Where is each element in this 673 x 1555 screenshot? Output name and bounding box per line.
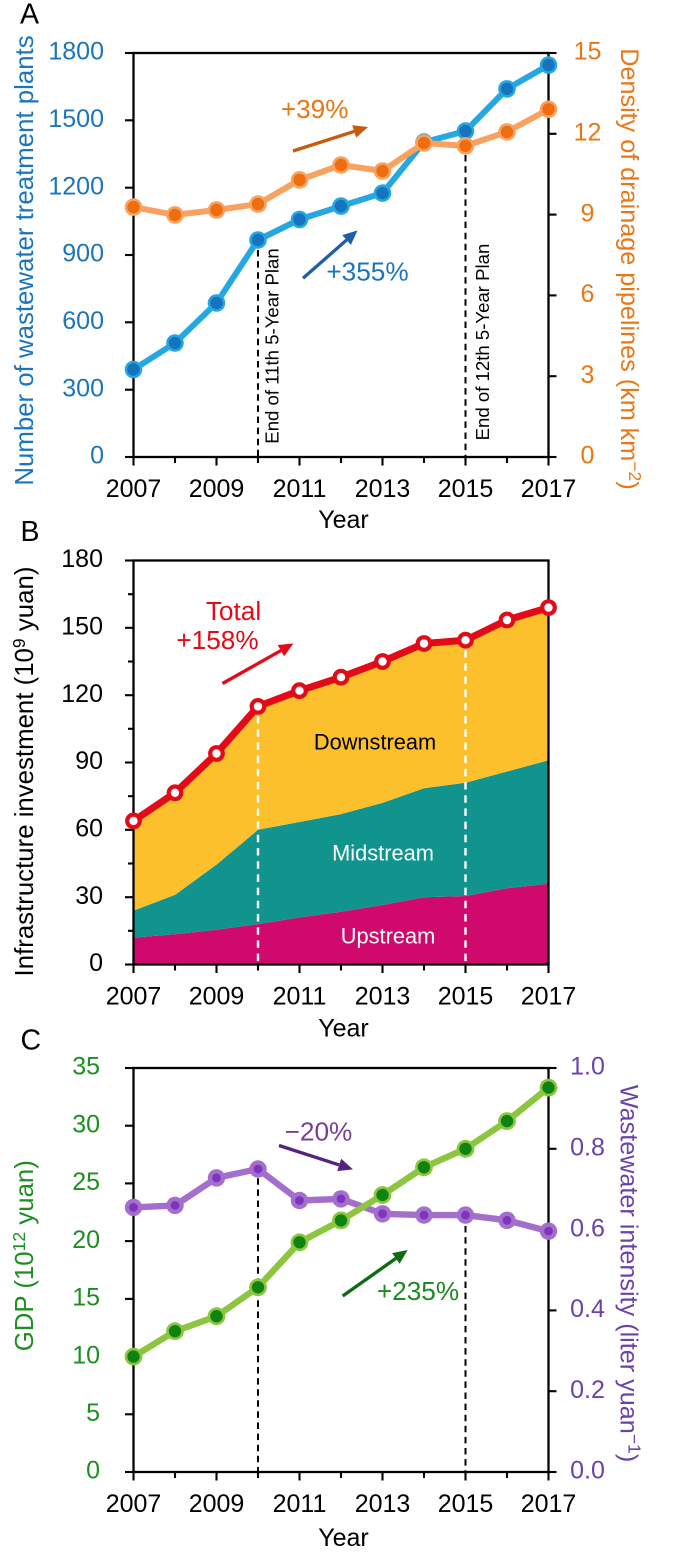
svg-text:12: 12: [574, 119, 602, 147]
svg-text:2017: 2017: [521, 1490, 577, 1518]
svg-text:2015: 2015: [438, 1490, 494, 1518]
svg-text:150: 150: [61, 613, 103, 641]
svg-text:Year: Year: [318, 506, 369, 534]
svg-text:600: 600: [62, 307, 104, 335]
svg-text:2011: 2011: [273, 982, 327, 1010]
svg-text:End of 11th 5-Year Plan: End of 11th 5-Year Plan: [261, 248, 282, 443]
svg-text:Upstream: Upstream: [341, 923, 435, 948]
svg-text:3: 3: [581, 361, 595, 389]
svg-text:B: B: [21, 516, 40, 548]
svg-text:Wastewater intensity (liter yu: Wastewater intensity (liter yuan−1 ): [615, 1085, 645, 1462]
svg-text:0.2: 0.2: [570, 1376, 605, 1404]
svg-text:1800: 1800: [48, 38, 104, 66]
svg-text:Infrastructure investment (109: Infrastructure investment (109 yuan): [9, 567, 39, 977]
svg-text:0.6: 0.6: [570, 1214, 605, 1242]
svg-text:2015: 2015: [438, 475, 494, 503]
svg-text:C: C: [21, 1024, 42, 1056]
svg-text:6: 6: [581, 280, 595, 308]
svg-text:2017: 2017: [521, 475, 577, 503]
svg-text:2007: 2007: [106, 982, 162, 1010]
svg-text:15: 15: [72, 1284, 100, 1312]
svg-text:2009: 2009: [189, 982, 245, 1010]
svg-text:0: 0: [89, 949, 103, 977]
svg-text:120: 120: [61, 680, 103, 708]
svg-text:Year: Year: [318, 1524, 369, 1552]
svg-text:Number of wastewater treatment: Number of wastewater treatment plants: [11, 35, 39, 485]
svg-text:0.4: 0.4: [570, 1295, 605, 1323]
svg-text:20: 20: [72, 1226, 100, 1254]
svg-text:2007: 2007: [106, 475, 162, 503]
svg-text:300: 300: [62, 374, 104, 402]
svg-text:0.0: 0.0: [570, 1457, 605, 1485]
svg-text:30: 30: [75, 882, 103, 910]
svg-text:2015: 2015: [438, 982, 494, 1010]
svg-text:−20%: −20%: [285, 1117, 353, 1147]
svg-text:Midstream: Midstream: [332, 840, 434, 865]
svg-text:900: 900: [62, 240, 104, 268]
svg-text:0: 0: [581, 442, 595, 470]
svg-text:5: 5: [86, 1399, 100, 1427]
svg-text:30: 30: [72, 1110, 100, 1138]
svg-text:2017: 2017: [521, 982, 577, 1010]
svg-text:1.0: 1.0: [570, 1053, 605, 1081]
svg-text:0: 0: [86, 1457, 100, 1485]
svg-text:10: 10: [72, 1341, 100, 1369]
svg-text:Density of drainage pipelines: Density of drainage pipelines (km km−2 ): [615, 48, 645, 489]
svg-text:2013: 2013: [355, 982, 411, 1010]
svg-text:2009: 2009: [189, 1490, 245, 1518]
svg-text:2011: 2011: [273, 1490, 327, 1518]
svg-text:35: 35: [72, 1053, 100, 1081]
svg-text:60: 60: [75, 815, 103, 843]
svg-text:Downstream: Downstream: [314, 729, 436, 754]
svg-text:End of 12th 5-Year Plan: End of 12th 5-Year Plan: [472, 244, 493, 441]
svg-text:1500: 1500: [48, 105, 104, 133]
svg-text:0: 0: [90, 442, 104, 470]
svg-text:Total: Total: [206, 596, 261, 626]
svg-text:2011: 2011: [273, 475, 327, 503]
svg-text:0.8: 0.8: [570, 1134, 605, 1162]
svg-text:1200: 1200: [48, 172, 104, 200]
svg-text:15: 15: [574, 38, 602, 66]
svg-text:2009: 2009: [189, 475, 245, 503]
svg-text:2013: 2013: [355, 475, 411, 503]
svg-text:+39%: +39%: [281, 94, 349, 124]
svg-text:2007: 2007: [106, 1490, 162, 1518]
svg-text:180: 180: [61, 545, 103, 573]
svg-text:9: 9: [581, 199, 595, 227]
svg-text:Year: Year: [318, 1015, 369, 1043]
svg-text:90: 90: [75, 747, 103, 775]
svg-text:25: 25: [72, 1168, 100, 1196]
svg-text:+158%: +158%: [176, 625, 258, 655]
svg-text:+235%: +235%: [377, 1276, 459, 1306]
svg-text:A: A: [20, 0, 39, 30]
svg-text:2013: 2013: [355, 1490, 411, 1518]
svg-text:GDP (1012 yuan): GDP (1012 yuan): [9, 1160, 39, 1351]
svg-text:+355%: +355%: [326, 257, 408, 287]
